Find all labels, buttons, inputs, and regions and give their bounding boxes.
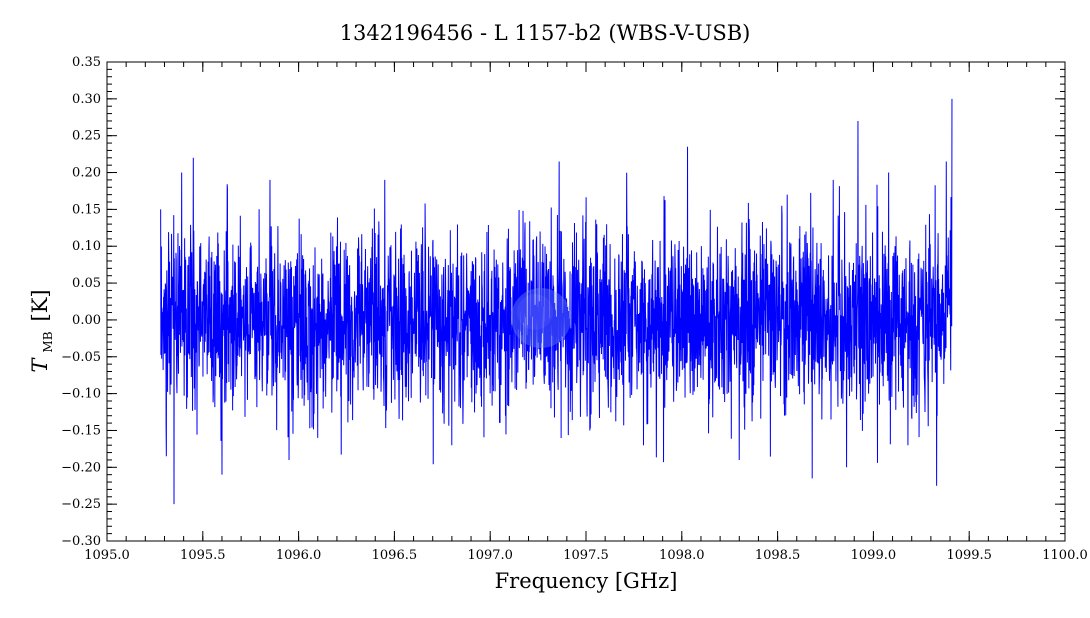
x-tick-label: 1095.0 <box>84 548 130 563</box>
x-tick-label: 1099.5 <box>946 548 992 563</box>
y-tick-label: 0.05 <box>72 276 101 291</box>
x-tick-label: 1100.0 <box>1042 548 1088 563</box>
chart-title: 1342196456 - L 1157-b2 (WBS-V-USB) <box>340 21 751 45</box>
svg-text:T MB [K]: T MB [K] <box>28 289 56 372</box>
y-tick-label: −0.20 <box>61 460 101 475</box>
x-tick-labels: 1095.0 1095.5 1096.0 1096.5 1097.0 1097.5 1098… <box>84 548 1088 563</box>
y-tick-label: 0.35 <box>72 55 101 70</box>
x-tick-label: 1098.5 <box>755 548 801 563</box>
y-tick-label: −0.10 <box>61 387 101 402</box>
watermark-logo <box>511 288 571 348</box>
x-tick-label: 1098.0 <box>659 548 705 563</box>
y-tick-label: 0.15 <box>72 202 101 217</box>
x-tick-label: 1095.5 <box>180 548 226 563</box>
x-tick-label: 1099.0 <box>851 548 897 563</box>
y-axis-label: T MB [K] <box>28 289 56 372</box>
y-tick-label: 0.00 <box>72 313 101 328</box>
y-tick-labels: −0.30 −0.25 −0.20 −0.15 −0.10 −0.05 0.00 0.05 0.… <box>61 55 101 549</box>
y-tick-label: 0.30 <box>72 92 101 107</box>
spectrum-line <box>160 98 953 505</box>
x-tick-label: 1097.5 <box>563 548 609 563</box>
x-tick-label: 1097.0 <box>467 548 513 563</box>
y-tick-label: −0.30 <box>61 534 101 549</box>
y-tick-label: 0.25 <box>72 129 101 144</box>
y-axis-label-unit: [K] <box>28 289 52 321</box>
x-axis-label: Frequency [GHz] <box>495 569 678 593</box>
y-tick-label: −0.15 <box>61 423 101 438</box>
x-tick-label: 1096.5 <box>372 548 418 563</box>
y-tick-label: −0.25 <box>61 497 101 512</box>
y-tick-label: 0.10 <box>72 239 101 254</box>
y-axis-label-sub: MB <box>41 331 55 352</box>
y-axis-label-main: T <box>28 357 52 373</box>
y-tick-label: −0.05 <box>61 350 101 365</box>
y-tick-label: 0.20 <box>72 166 101 181</box>
axis-ticks <box>106 61 1066 542</box>
x-tick-label: 1096.0 <box>276 548 322 563</box>
